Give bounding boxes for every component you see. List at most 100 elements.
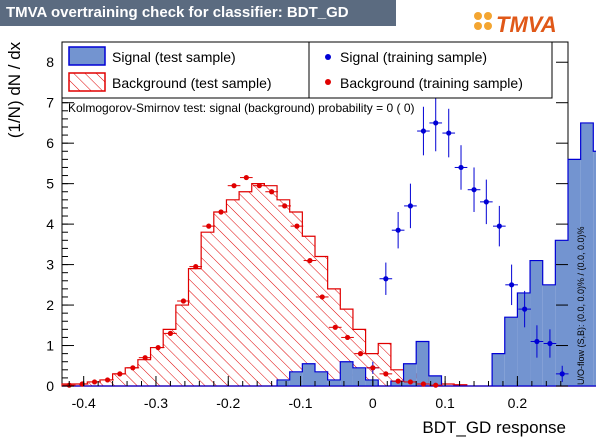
background-point-marker [269,189,275,195]
signal-test-bar [327,379,341,386]
background-point-marker [332,324,338,330]
background-point-marker [319,294,325,300]
x-tick-label: -0.2 [216,395,240,411]
signal-point-marker [496,223,502,229]
background-training-point [214,209,228,215]
signal-test-bar [340,361,353,386]
signal-test-bar [492,353,505,386]
overflow-text: U/O-flow (S,B): (0.0, 0.0)% / (0.0, 0.0)… [576,226,586,385]
legend: Signal (test sample) Signal (training sam… [61,41,553,99]
background-training-point [341,334,354,341]
legend-label: Signal (test sample) [112,49,236,65]
signal-test-bar [416,341,429,386]
signal-test-bar [302,363,315,386]
signal-test-bar [428,375,442,386]
y-tick-label: 6 [46,135,54,151]
signal-training-point [518,290,531,328]
background-test-bar [226,199,240,386]
signal-point-marker [547,340,553,347]
x-tick-label: -0.3 [144,395,168,411]
legend-signal-test-swatch [68,46,106,66]
signal-test-bar [403,363,417,386]
signal-training-point [429,94,443,152]
background-test-bar [251,183,265,386]
signal-test-bar [542,284,556,386]
background-test-bar [99,379,113,386]
signal-training-point [379,262,393,295]
signal-training-point [555,365,569,382]
signal-test-bar [517,292,531,386]
background-training-point [404,379,417,385]
signal-test-bar [530,260,543,386]
background-test-bar [125,367,138,386]
background-training-points [62,174,443,388]
legend-label: Background (training sample) [340,75,523,91]
background-test-bar [150,347,164,386]
background-point-marker [243,174,249,181]
background-point-marker [155,344,161,351]
background-point-marker [167,330,174,336]
background-point-marker [294,223,300,229]
background-point-marker [180,298,187,304]
background-training-point [366,365,380,371]
background-test-bar [441,383,455,386]
legend-box [61,41,553,99]
background-training-point [417,381,430,387]
background-point-marker [218,209,224,215]
background-point-marker [142,355,148,361]
signal-training-point [543,329,557,358]
background-point-marker [130,365,136,371]
signal-test-bar [315,371,328,386]
background-point-marker [357,351,364,357]
signal-training-point [442,108,456,158]
legend-background-test-swatch [68,72,106,92]
background-point-marker [433,382,439,388]
signal-training-point [454,145,468,190]
signal-test-bar [580,122,594,387]
signal-training-point [391,211,405,249]
background-training-point [126,365,140,371]
signal-test-bar [277,379,290,386]
background-point-marker [256,183,262,189]
background-point-marker [91,379,98,385]
background-point-marker [231,183,237,189]
background-training-point [202,223,216,229]
background-point-marker [104,377,111,383]
background-training-point [189,264,203,270]
background-training-point [429,382,443,388]
signal-test-outline [62,122,596,387]
signal-training-point [479,179,493,225]
background-training-point [177,298,190,304]
background-point-marker [407,379,414,385]
signal-training-point [530,325,544,358]
background-training-point [278,203,291,209]
background-training-point [253,183,266,189]
signal-test-bar [365,379,379,386]
y-tick-label: 4 [46,216,54,232]
chart-title: TMVA overtraining check for classifier: … [0,0,396,26]
signal-point-marker [395,227,401,233]
y-tick-label: 0 [46,378,54,394]
background-test-bar [239,191,252,386]
signal-training-point [467,167,481,212]
background-point-marker [307,257,313,264]
signal-point-marker [509,282,515,288]
x-axis-label: BDT_GD response [422,418,566,437]
background-training-point [315,294,329,300]
y-tick-label: 7 [46,95,54,111]
background-test-bar [302,236,315,386]
signal-test-bar [593,151,596,386]
background-training-point [240,174,253,181]
logo-text: TMVA [496,12,557,37]
background-point-marker [344,334,351,341]
signal-point-marker [458,164,464,171]
background-test-bar [264,185,278,386]
background-training-point [113,371,127,377]
legend-label: Signal (training sample) [340,49,487,65]
x-tick-label: 0.2 [508,395,528,411]
y-tick-label: 1 [46,338,54,354]
signal-test-histogram [62,122,596,387]
signal-point-marker [471,187,477,193]
signal-point-marker [483,199,489,205]
background-point-marker [206,223,212,229]
